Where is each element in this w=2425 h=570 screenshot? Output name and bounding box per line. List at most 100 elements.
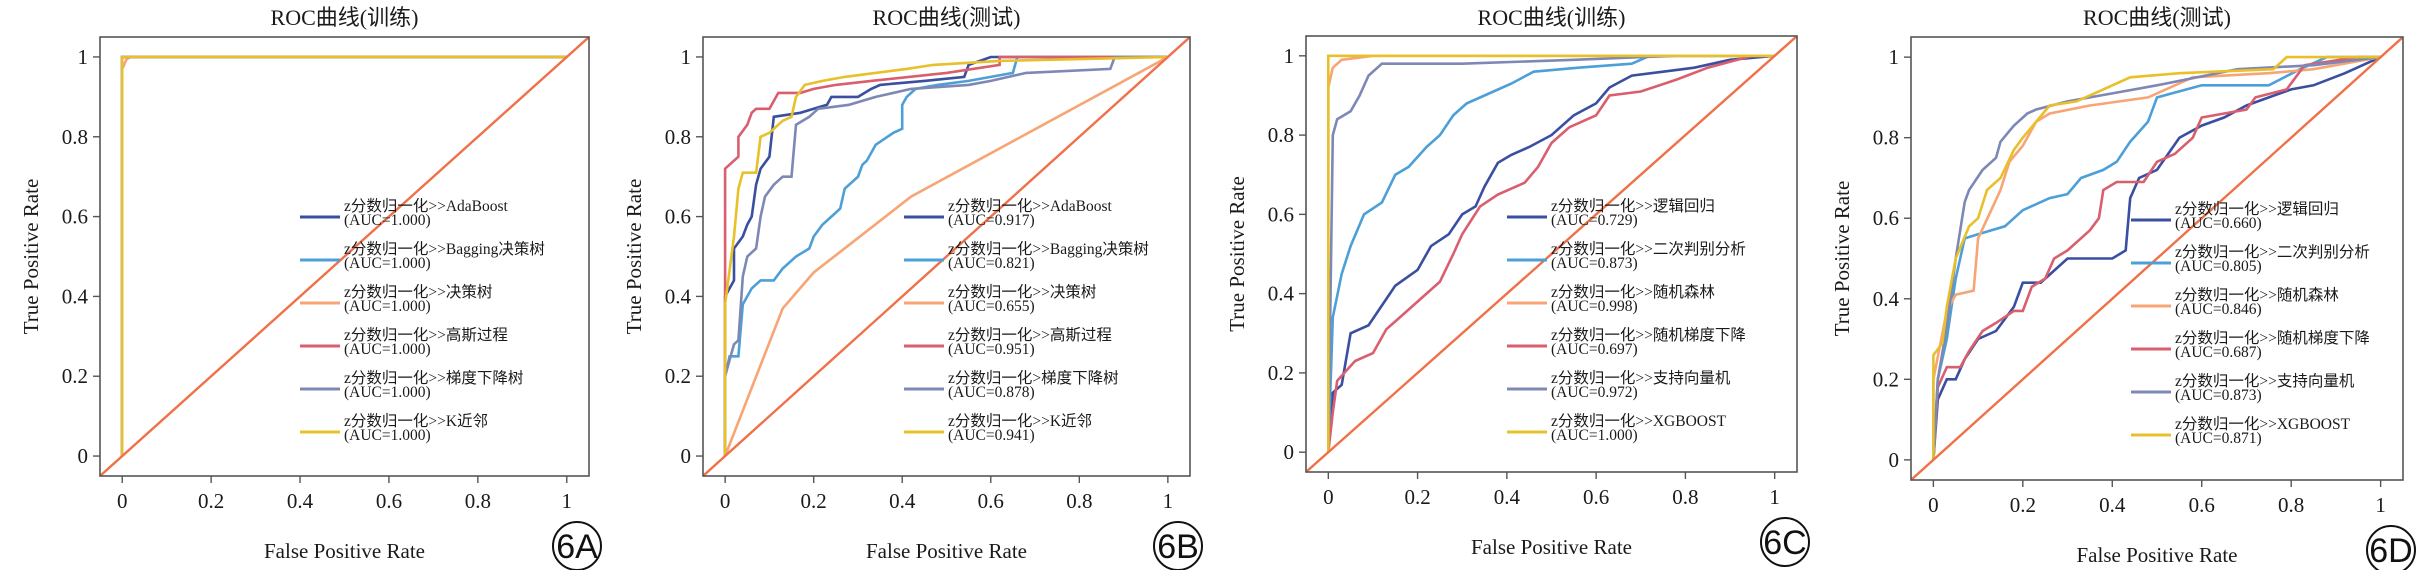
legend-label: z分数归一化>>梯度下降树 bbox=[344, 369, 523, 387]
legend-label: z分数归一化>>Bagging决策树 bbox=[344, 240, 545, 258]
chance-diagonal-line bbox=[1306, 36, 1797, 472]
panel-6b: ROC曲线(测试) 0 0.2 0.4 0.6 0.8 1 0 0.2 0.4 0.6 0.8 1 Fal… bbox=[0, 0, 1210, 570]
legend-auc: (AUC=1.000) bbox=[344, 384, 431, 401]
y-tick-label: 1 bbox=[78, 45, 89, 69]
panel-badge-label: 6D bbox=[2369, 532, 2412, 570]
legend-label: z分数归一化>>高斯过程 bbox=[344, 326, 508, 344]
legend-auc: (AUC=0.972) bbox=[1551, 384, 1638, 401]
roc-curve-3 bbox=[1932, 55, 2381, 460]
roc-curve-1 bbox=[1327, 54, 1775, 453]
y-tick-label: 0 bbox=[1284, 440, 1295, 464]
legend: z分数归一化>>逻辑回归(AUC=0.729)z分数归一化>>二次判别分析(AU… bbox=[1507, 197, 1746, 444]
roc-curve-4 bbox=[1932, 55, 2381, 460]
legend: z分数归一化>>逻辑回归(AUC=0.660)z分数归一化>>二次判别分析(AU… bbox=[2131, 200, 2370, 447]
legend-auc: (AUC=0.821) bbox=[948, 255, 1035, 272]
roc-curve-4 bbox=[723, 55, 1168, 456]
y-tick-label: 0.8 bbox=[62, 125, 88, 149]
y-tick-label: 0.8 bbox=[1873, 126, 1899, 150]
legend-auc: (AUC=1.000) bbox=[344, 255, 431, 272]
legend-auc: (AUC=0.998) bbox=[1551, 298, 1638, 315]
roc-curve-2 bbox=[1932, 55, 2381, 460]
x-tick-label: 0.4 bbox=[1494, 485, 1521, 509]
legend-auc: (AUC=0.917) bbox=[948, 212, 1035, 229]
x-tick-label: 0.8 bbox=[1066, 489, 1092, 513]
legend-auc: (AUC=1.000) bbox=[344, 427, 431, 444]
x-tick-label: 0.2 bbox=[198, 489, 224, 513]
y-tick-label: 0.4 bbox=[62, 284, 89, 308]
y-tick-label: 0 bbox=[78, 444, 89, 468]
x-tick-label: 0.6 bbox=[978, 489, 1004, 513]
x-tick-label: 0.2 bbox=[801, 489, 827, 513]
roc-chart-6a: ROC曲线(训练) 0 0.2 0.4 0.6 0.8 1 0 0.2 0.4 0.6 0.8 1 Fal… bbox=[19, 5, 602, 570]
legend-label: z分数归一化>>高斯过程 bbox=[948, 326, 1112, 344]
legend-auc: (AUC=0.873) bbox=[2175, 387, 2262, 404]
plot-area bbox=[703, 37, 1190, 476]
legend-label: z分数归一化>>XGBOOST bbox=[2175, 415, 2351, 433]
x-tick-label: 0.8 bbox=[2278, 493, 2304, 517]
legend-label: z分数归一化>>决策树 bbox=[948, 283, 1096, 301]
x-tick-label: 1 bbox=[1769, 485, 1780, 509]
legend-auc: (AUC=0.660) bbox=[2175, 215, 2262, 232]
legend-auc: (AUC=0.687) bbox=[2175, 344, 2262, 361]
legend-label: z分数归一化>>随机森林 bbox=[2175, 286, 2339, 304]
legend: z分数归一化>>AdaBoost(AUC=0.917) z分数归一化>>Baggi… bbox=[904, 197, 1149, 444]
y-tick-label: 0.2 bbox=[1873, 367, 1899, 391]
x-tick-label: 1 bbox=[1163, 489, 1174, 513]
x-tick-label: 0.2 bbox=[1404, 485, 1430, 509]
legend-label: z分数归一化>>随机森林 bbox=[1551, 283, 1715, 301]
y-tick-label: 0.2 bbox=[665, 364, 691, 388]
roc-curve-6 bbox=[1932, 55, 2381, 460]
plot-area bbox=[1306, 36, 1797, 472]
plot-frame bbox=[99, 36, 590, 477]
x-tick-label: 0.8 bbox=[1672, 485, 1698, 509]
plot-frame bbox=[1305, 35, 1798, 473]
x-tick-label: 1 bbox=[562, 489, 573, 513]
legend-label: z分数归一化>>决策树 bbox=[344, 283, 492, 301]
plot-frame bbox=[702, 36, 1191, 477]
legend-auc: (AUC=0.871) bbox=[2175, 430, 2262, 447]
y-tick-label: 1 bbox=[681, 45, 692, 69]
chance-diagonal-line bbox=[100, 37, 589, 476]
panel-badge-circle bbox=[552, 521, 602, 570]
panel-6a: ROC曲线(训练) 0 0.2 0.4 0.6 0.8 1 0 0.2 0.4 0.6 0.8 1 Fal… bbox=[0, 0, 602, 570]
y-tick-label: 0.4 bbox=[665, 284, 692, 308]
legend-auc: (AUC=1.000) bbox=[344, 341, 431, 358]
y-axis-label: True Positive Rate bbox=[622, 179, 646, 335]
x-tick-label: 0.6 bbox=[2189, 493, 2215, 517]
chance-diagonal-line bbox=[703, 37, 1190, 476]
roc-curve-6 bbox=[120, 55, 567, 456]
panel-badge-label: 6C bbox=[1763, 524, 1806, 562]
legend-auc: (AUC=0.655) bbox=[948, 298, 1035, 315]
panel-badge-circle bbox=[2366, 525, 2416, 570]
y-tick-label: 0.4 bbox=[1873, 287, 1900, 311]
x-axis-label: False Positive Rate bbox=[1471, 535, 1632, 559]
legend-auc: (AUC=0.873) bbox=[1551, 255, 1638, 272]
y-tick-label: 0 bbox=[1889, 448, 1900, 472]
y-tick-label: 0.6 bbox=[665, 205, 691, 229]
y-tick-label: 0.6 bbox=[1873, 206, 1899, 230]
roc-chart-6c: ROC曲线(训练) 0 0.2 0.4 0.6 0.8 1 0 0.2 0.4 0.6 0.8 1 Fal… bbox=[1225, 5, 1810, 567]
panel-badge-circle bbox=[1760, 517, 1810, 567]
y-tick-label: 0.2 bbox=[1268, 361, 1294, 385]
plot-frame bbox=[1910, 36, 2404, 481]
y-axis-label: True Positive Rate bbox=[1830, 181, 1854, 337]
legend-auc: (AUC=0.951) bbox=[948, 341, 1035, 358]
roc-curve-6 bbox=[1327, 54, 1775, 453]
panel-badge-label: 6A bbox=[556, 528, 598, 566]
x-tick-label: 0 bbox=[1323, 485, 1334, 509]
x-axis-label: False Positive Rate bbox=[264, 539, 425, 563]
legend-label: z分数归一化>>逻辑回归 bbox=[2175, 200, 2339, 218]
legend-label: z分数归一化>>K近邻 bbox=[344, 412, 488, 430]
legend-auc: (AUC=0.729) bbox=[1551, 212, 1638, 229]
x-tick-label: 0 bbox=[720, 489, 731, 513]
y-axis-label: True Positive Rate bbox=[19, 179, 43, 335]
y-tick-label: 0 bbox=[681, 444, 692, 468]
legend-label: z分数归一化>>K近邻 bbox=[948, 412, 1092, 430]
roc-curve-5 bbox=[723, 55, 1168, 456]
y-tick-label: 0.8 bbox=[1268, 123, 1294, 147]
y-tick-label: 1 bbox=[1284, 44, 1295, 68]
x-tick-label: 0.2 bbox=[2010, 493, 2036, 517]
legend-label: z分数归一化>>支持向量机 bbox=[2175, 372, 2355, 390]
